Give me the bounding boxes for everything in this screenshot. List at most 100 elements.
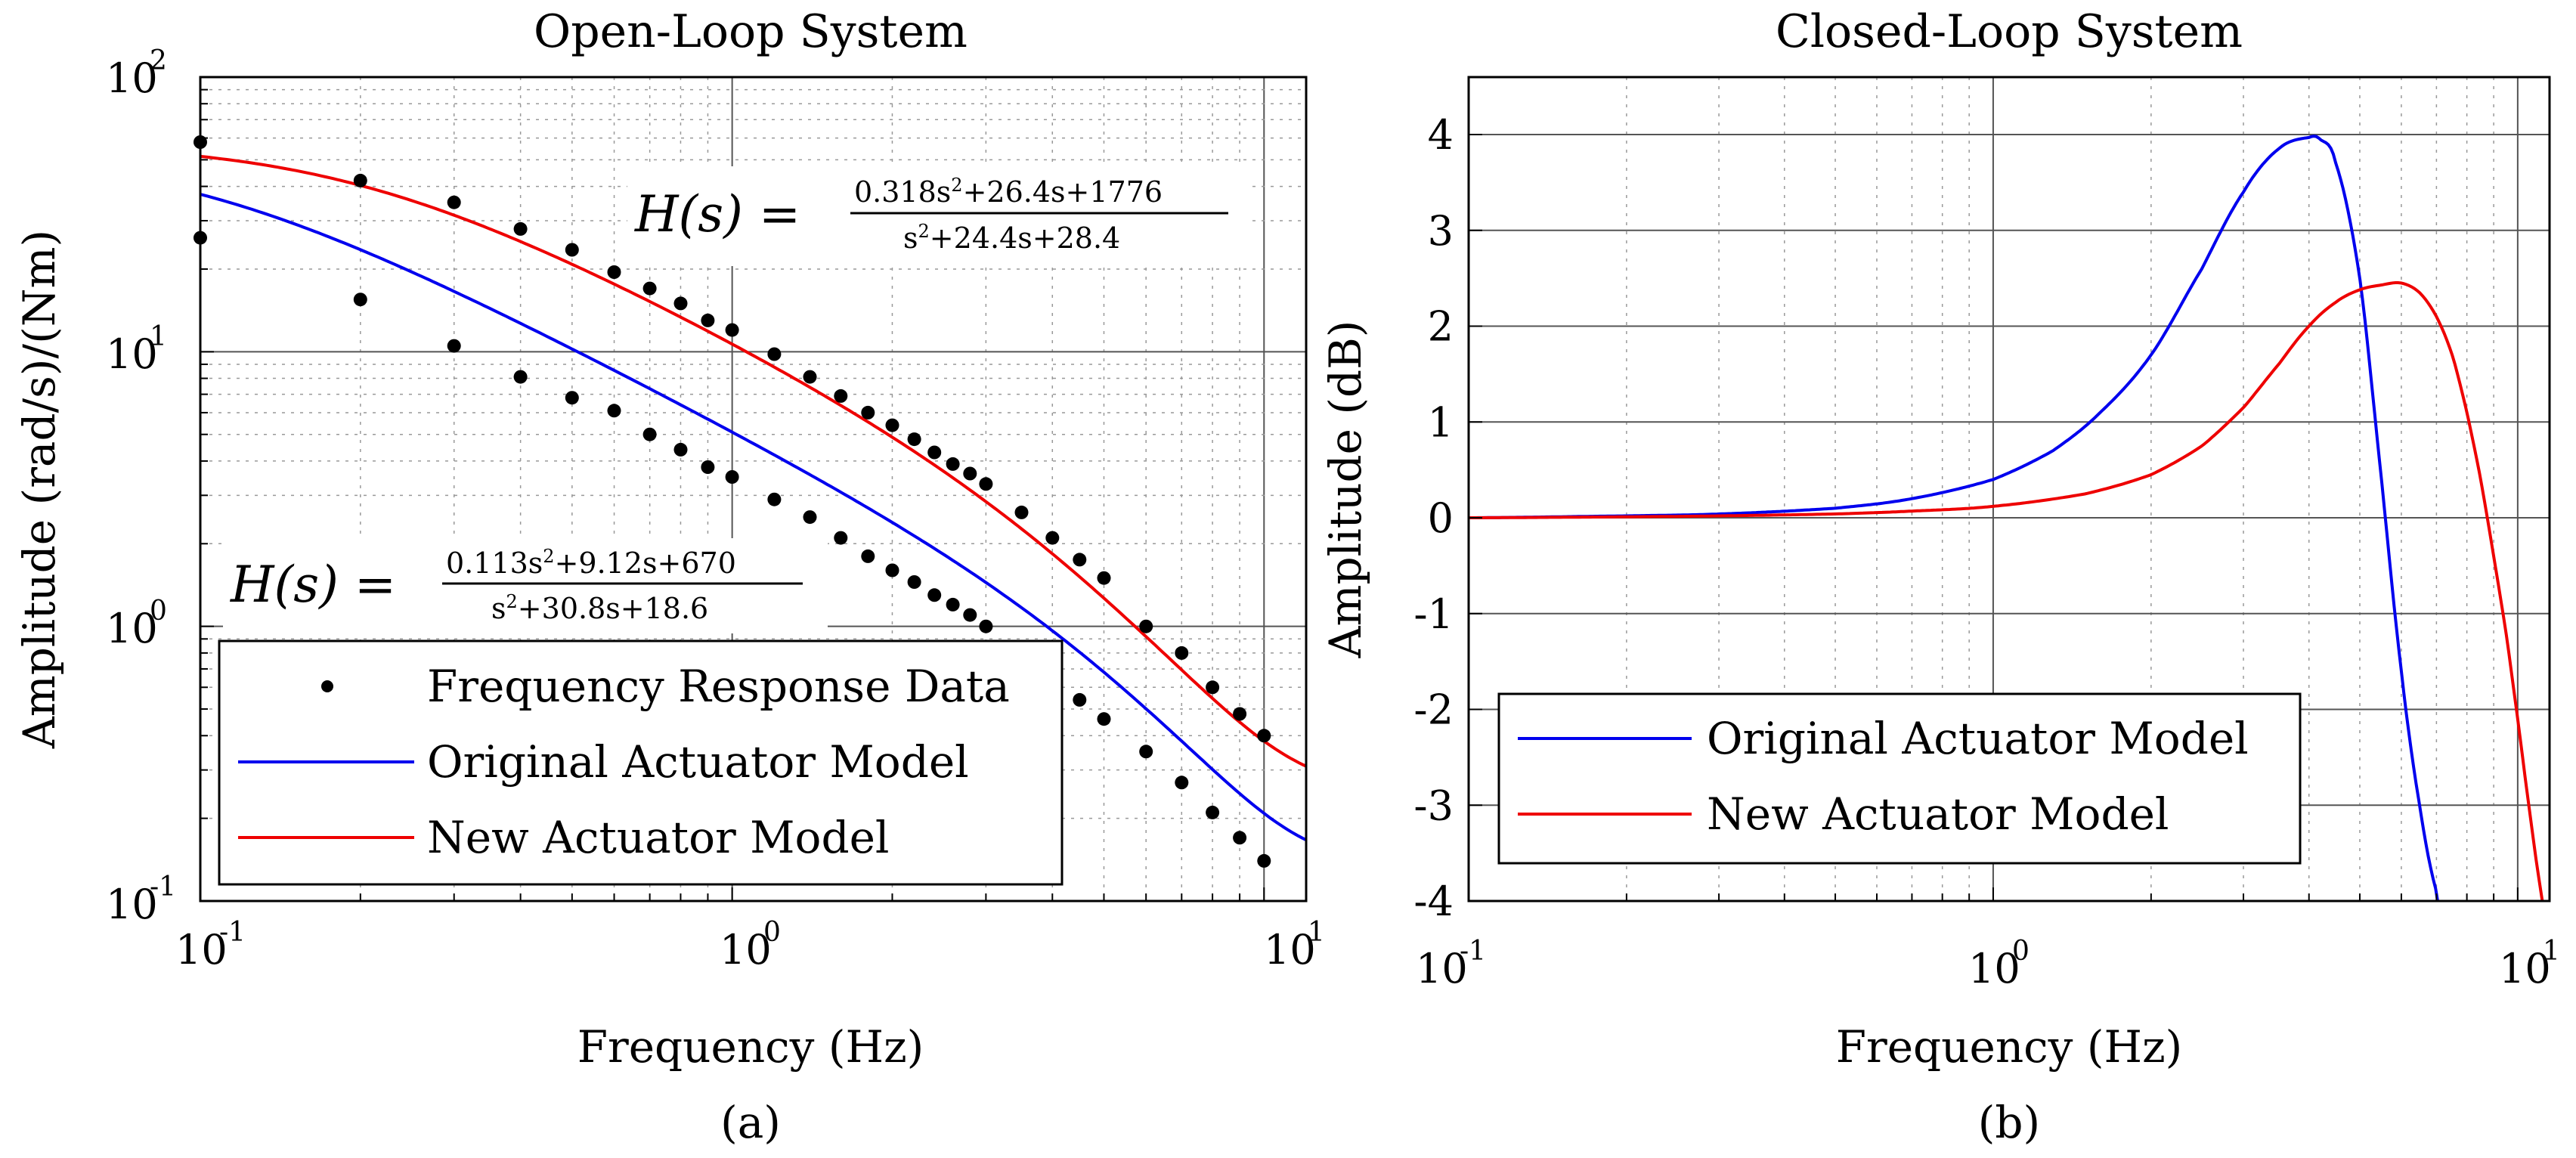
data-point bbox=[767, 347, 782, 361]
series-line-new-actuator-model bbox=[200, 154, 1307, 768]
data-point bbox=[673, 442, 688, 457]
data-point bbox=[642, 427, 657, 441]
panel-b-ytick-label: -4 bbox=[1413, 878, 1454, 925]
legend-label-original: Original Actuator Model bbox=[427, 736, 969, 788]
panel-a-ytick-label: 10 0 bbox=[106, 596, 167, 652]
data-point bbox=[1139, 745, 1153, 759]
svg-text:10: 10 bbox=[1416, 945, 1468, 992]
legend-marker-data bbox=[321, 680, 333, 692]
svg-text:1: 1 bbox=[150, 321, 167, 352]
panel-b-caption: (b) bbox=[1978, 1097, 2040, 1148]
data-point bbox=[767, 492, 782, 506]
panel-b-xtick-label: 10 0 bbox=[1968, 936, 2030, 992]
data-point bbox=[607, 265, 621, 279]
data-point bbox=[803, 370, 817, 384]
legend-label-data: Frequency Response Data bbox=[427, 661, 1010, 712]
svg-text:1: 1 bbox=[1308, 917, 1325, 948]
data-point bbox=[701, 313, 715, 327]
panel-a-ytick-label: 10 -1 bbox=[106, 872, 176, 928]
panel-a-xtick-label: 10 1 bbox=[1264, 917, 1325, 974]
data-point bbox=[1233, 707, 1247, 721]
data-point bbox=[861, 405, 875, 420]
panel-a-ticks bbox=[200, 88, 1265, 902]
svg-text:0: 0 bbox=[2012, 936, 2030, 967]
panel-a-xlabel: Frequency (Hz) bbox=[577, 1021, 924, 1073]
svg-text:s2+30.8s+18.6: s2+30.8s+18.6 bbox=[491, 591, 708, 625]
panel-b-ytick-label: -2 bbox=[1413, 686, 1454, 734]
svg-text:10: 10 bbox=[106, 605, 158, 652]
equation-new-model: H(s) = 0.318s2+26.4s+1776 s2+24.4s+28.4 bbox=[627, 166, 1247, 266]
panel-b-ytick-label: -1 bbox=[1413, 590, 1454, 638]
data-point bbox=[1175, 646, 1189, 660]
legend-label-new: New Actuator Model bbox=[1707, 788, 2169, 840]
data-point bbox=[565, 243, 579, 257]
svg-text:1: 1 bbox=[2543, 936, 2560, 967]
panel-a-xtick-label: 10 0 bbox=[720, 917, 781, 974]
series-line-new-actuator-model bbox=[1469, 281, 2544, 901]
panel-a-legend: Frequency Response Data Original Actuato… bbox=[218, 639, 1064, 886]
data-point bbox=[963, 608, 977, 622]
data-point bbox=[803, 510, 817, 525]
data-point bbox=[725, 470, 739, 484]
svg-text:10: 10 bbox=[1968, 945, 2020, 992]
svg-text:H(s) =: H(s) = bbox=[230, 556, 396, 614]
data-point bbox=[353, 173, 367, 187]
data-point bbox=[946, 457, 960, 471]
legend-label-new: New Actuator Model bbox=[427, 812, 889, 863]
panel-b-xtick-label: 10 1 bbox=[2499, 936, 2560, 992]
svg-text:2: 2 bbox=[150, 45, 167, 76]
data-point bbox=[927, 588, 942, 602]
data-point bbox=[1257, 853, 1271, 868]
panel-b-xlabel: Frequency (Hz) bbox=[1836, 1021, 2183, 1073]
svg-text:10: 10 bbox=[2499, 945, 2551, 992]
series-line-original-actuator-model bbox=[200, 193, 1307, 841]
data-point bbox=[1257, 729, 1271, 743]
svg-text:10: 10 bbox=[106, 54, 158, 102]
panel-a-title: Open-Loop System bbox=[534, 5, 968, 58]
data-point bbox=[447, 339, 461, 353]
panel-b-ytick-label: -3 bbox=[1413, 782, 1454, 829]
data-point bbox=[946, 597, 960, 612]
svg-text:0.113s2+9.12s+670: 0.113s2+9.12s+670 bbox=[446, 546, 736, 580]
data-point bbox=[1233, 831, 1247, 845]
panel-a-ytick-label: 10 1 bbox=[106, 321, 167, 378]
data-point bbox=[907, 432, 921, 447]
svg-text:-1: -1 bbox=[150, 872, 176, 903]
svg-text:10: 10 bbox=[720, 926, 772, 974]
data-point bbox=[834, 389, 848, 403]
data-point bbox=[1097, 712, 1111, 726]
data-point bbox=[1097, 571, 1111, 585]
legend-label-original: Original Actuator Model bbox=[1707, 713, 2249, 764]
data-point bbox=[907, 575, 921, 589]
svg-text:-1: -1 bbox=[1460, 936, 1486, 967]
data-point bbox=[834, 531, 848, 545]
data-point bbox=[979, 477, 993, 491]
data-point bbox=[1014, 505, 1029, 519]
data-point bbox=[607, 404, 621, 418]
data-point bbox=[1045, 531, 1060, 545]
data-point bbox=[885, 418, 899, 432]
data-point bbox=[642, 281, 657, 296]
panel-b-xtick-label: 10 -1 bbox=[1416, 936, 1486, 992]
panel-a-curves bbox=[200, 154, 1307, 841]
data-point bbox=[979, 619, 993, 633]
panel-b-axes-box bbox=[1467, 76, 2551, 903]
data-point bbox=[861, 549, 875, 563]
svg-text:10: 10 bbox=[175, 926, 228, 974]
panel-a: Open-Loop System 10 -1 10 0 10 1 10 -1 1… bbox=[14, 5, 1325, 1148]
svg-text:10: 10 bbox=[106, 330, 158, 378]
panel-b-ticks bbox=[1468, 134, 2519, 902]
panel-b-ytick-label: 0 bbox=[1428, 494, 1454, 542]
svg-text:0: 0 bbox=[763, 917, 781, 948]
equation-original-model: H(s) = 0.113s2+9.12s+670 s2+30.8s+18.6 bbox=[223, 538, 828, 633]
data-point bbox=[513, 370, 528, 384]
svg-text:-1: -1 bbox=[219, 917, 246, 948]
data-point bbox=[963, 466, 977, 481]
data-point bbox=[927, 445, 942, 460]
panel-b-ylabel: Amplitude (dB) bbox=[1320, 320, 1371, 659]
svg-text:s2+24.4s+28.4: s2+24.4s+28.4 bbox=[903, 221, 1120, 255]
svg-text:10: 10 bbox=[1264, 926, 1316, 974]
panel-b-ytick-label: 2 bbox=[1428, 303, 1454, 351]
data-point bbox=[565, 391, 579, 405]
panel-a-caption: (a) bbox=[720, 1097, 781, 1148]
